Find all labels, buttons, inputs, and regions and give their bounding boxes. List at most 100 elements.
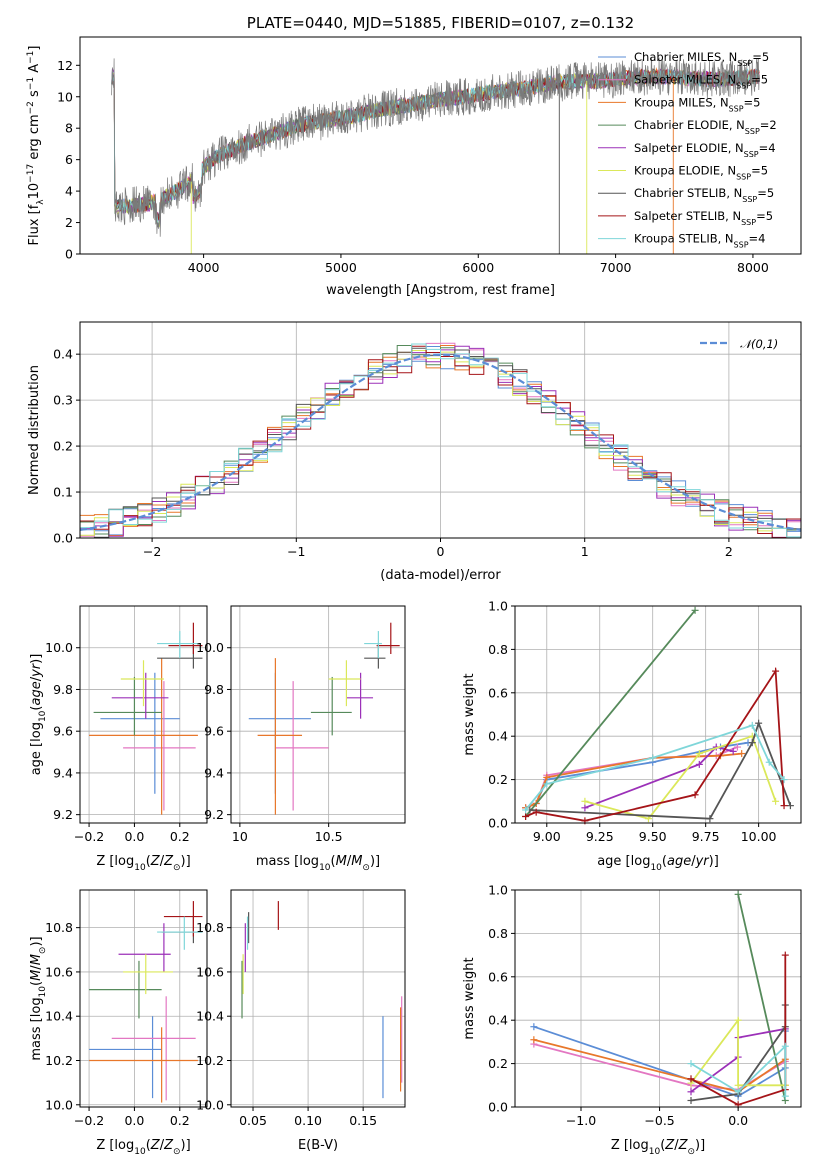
weight-line <box>525 668 785 822</box>
grid-weight_vs_age <box>515 605 801 824</box>
axes-age_vs_mass: 10 10.5 9.2 9.4 9.6 9.8 10.0 <box>196 605 406 844</box>
y-tick-label: 9.4 <box>53 765 73 780</box>
hist-layer <box>80 342 801 538</box>
axes-frame <box>514 889 802 1108</box>
x-tick-label: −1.0 <box>566 1113 596 1128</box>
weight-marker <box>734 1016 742 1024</box>
y-tick-label: 9.8 <box>204 682 224 697</box>
x-tick-label: 7000 <box>600 260 632 275</box>
axes-frame <box>230 605 406 824</box>
x-tick-label: 0.0 <box>124 1113 144 1128</box>
errorbar-point <box>100 672 180 794</box>
plot-area-residuals <box>80 342 801 538</box>
weight-marker <box>772 667 780 675</box>
y-tick-label: 10.2 <box>45 1053 73 1068</box>
weight-marker <box>738 750 746 758</box>
y-tick-label: 0.0 <box>488 1100 508 1115</box>
weight-marker <box>734 890 742 898</box>
y-tick-label: 9.2 <box>53 807 73 822</box>
errorbar-point <box>157 631 198 659</box>
legend-spectrum: Chabrier MILES, NSSP=5 Salpeter MILES, NS… <box>598 50 777 249</box>
axes-frame <box>79 36 802 255</box>
weight-marker <box>780 776 788 784</box>
y-tick-label: 0.2 <box>488 772 508 787</box>
weight-marker <box>765 758 773 766</box>
errorbar-point <box>163 901 203 937</box>
errorbar-point <box>346 672 374 719</box>
errorbar-point <box>248 672 311 794</box>
y-tick-label: 1.0 <box>488 883 508 898</box>
y-axis-label: mass weight <box>462 957 477 1039</box>
weight-marker <box>532 808 540 816</box>
y-tick-label: 10.4 <box>45 1009 73 1024</box>
legend-label: Kroupa MILES, NSSP=5 <box>634 95 760 113</box>
weight-marker <box>706 815 714 823</box>
errorbar-point <box>89 960 162 1019</box>
y-tick-label: 0.6 <box>488 685 508 700</box>
x-tick-label: 5000 <box>325 260 357 275</box>
y-tick-label: 0.1 <box>53 485 73 500</box>
y-tick-label: 9.6 <box>204 724 224 739</box>
y-axis-label: age [log10(age/yr)] <box>29 654 48 776</box>
axes-frame <box>79 321 802 539</box>
x-axis-label: age [log10(age/yr)] <box>597 854 719 873</box>
errorbar-point <box>364 643 386 669</box>
grid-age_vs_Z <box>80 606 207 823</box>
errorbar-point <box>157 916 203 950</box>
x-tick-label: 4000 <box>188 260 220 275</box>
axes-frame <box>230 889 406 1108</box>
errorbar-point <box>89 658 198 815</box>
x-tick-label: 0.2 <box>170 829 190 844</box>
errorbar-point <box>376 622 400 654</box>
errorbar-point <box>120 660 164 707</box>
grid-mass_vs_ebv <box>231 890 405 1107</box>
weight-marker <box>781 1092 789 1100</box>
y-tick-label: 0.2 <box>488 1056 508 1071</box>
weight-marker <box>522 812 530 820</box>
weight-marker <box>687 1060 695 1068</box>
y-tick-label: 0.2 <box>53 439 73 454</box>
x-axis-label: Z [log10(Z/Z⊙)] <box>611 1138 705 1157</box>
legend-label: Salpeter ELODIE, NSSP=4 <box>634 141 776 159</box>
y-axis-label: mass [log10(M/M⊙)] <box>29 936 48 1060</box>
weight-marker <box>522 806 530 814</box>
plot-area-mass_vs_ebv <box>241 901 403 1099</box>
weight-marker <box>734 1088 742 1096</box>
x-axis-label: Z [log10(Z/Z⊙)] <box>96 854 190 873</box>
x-tick-label: 0 <box>437 544 445 559</box>
x-axis-label: Z [log10(Z/Z⊙)] <box>96 1138 190 1157</box>
y-tick-label: 12 <box>57 58 73 73</box>
plot-area-weight_vs_Z <box>530 890 789 1109</box>
x-tick-label: 0.2 <box>170 1113 190 1128</box>
weight-line <box>737 894 787 1101</box>
weight-marker <box>780 802 788 810</box>
x-tick-label: −0.5 <box>644 1113 674 1128</box>
y-tick-label: 0 <box>65 247 73 262</box>
weight-marker <box>733 743 741 751</box>
y-tick-label: 0.0 <box>53 531 73 546</box>
x-tick-label: 10.00 <box>741 829 777 844</box>
weight-marker <box>530 1023 538 1031</box>
weight-marker <box>772 797 780 805</box>
weight-marker <box>786 802 794 810</box>
weight-marker <box>748 739 756 747</box>
weight-marker <box>530 1036 538 1044</box>
weight-marker <box>695 750 703 758</box>
weight-line <box>690 955 787 1106</box>
legend-label: Kroupa ELODIE, NSSP=5 <box>634 164 768 182</box>
y-tick-label: 0.4 <box>53 347 73 362</box>
axes-frame <box>79 605 208 824</box>
plot-area-spectrum <box>111 57 761 254</box>
weight-line <box>524 724 785 811</box>
y-tick-label: 0.3 <box>53 393 73 408</box>
y-tick-label: 9.6 <box>53 724 73 739</box>
x-tick-label: 9.75 <box>692 829 720 844</box>
y-tick-label: 6 <box>65 152 73 167</box>
plot-area-age_vs_Z <box>89 622 203 815</box>
x-tick-label: 0.15 <box>349 1113 377 1128</box>
weight-marker <box>543 773 551 781</box>
y-tick-label: 10 <box>57 89 73 104</box>
legend-label: Chabrier MILES, NSSP=5 <box>634 50 769 68</box>
x-tick-label: 9.25 <box>586 829 614 844</box>
